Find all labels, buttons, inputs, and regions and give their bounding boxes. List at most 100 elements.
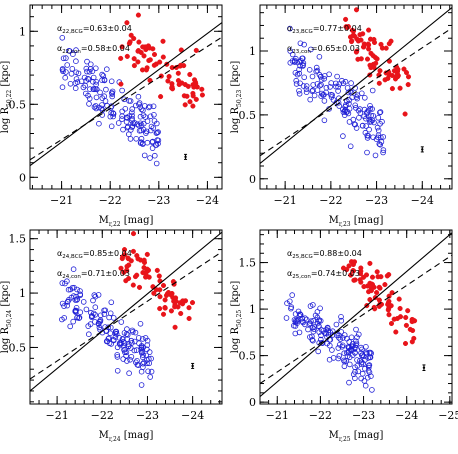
data-point-control [92, 293, 99, 300]
plot-area [30, 231, 222, 392]
data-point-bcg [199, 92, 205, 98]
fit-line-dashed [30, 36, 222, 161]
data-point-control [344, 98, 350, 105]
data-point-control [345, 344, 352, 350]
data-point-control [124, 326, 130, 332]
data-point-control [82, 82, 88, 89]
data-point-control [123, 349, 130, 356]
data-point-control [366, 126, 372, 133]
y-tick-label: 0.5 [239, 109, 257, 122]
slope-annotation: α22,con=0.58±0.04 [57, 44, 130, 55]
data-point-control [154, 137, 161, 143]
x-axis-label: Mr,24 [mag] [99, 430, 154, 443]
data-point-bcg [187, 99, 193, 105]
data-point-bcg [162, 297, 168, 303]
data-point-bcg [352, 277, 358, 283]
data-point-control [321, 98, 328, 104]
y-tick-label: 0 [249, 396, 256, 409]
data-point-bcg [374, 290, 380, 296]
data-point-control [90, 74, 97, 81]
data-point-bcg [182, 102, 188, 108]
data-point-control [68, 294, 75, 301]
data-point-control [113, 328, 120, 335]
data-point-bcg [121, 269, 127, 275]
data-point-bcg [182, 82, 188, 88]
data-point-control [108, 110, 114, 116]
data-point-bcg [190, 103, 196, 109]
data-point-control [60, 55, 67, 62]
data-point-bcg [199, 86, 205, 92]
data-point-bcg [176, 81, 182, 88]
data-point-control [119, 87, 125, 94]
data-point-control [96, 120, 102, 127]
data-point-control [150, 103, 157, 110]
data-point-control [131, 347, 138, 354]
data-point-control [326, 71, 332, 78]
x-tick-label: −21 [50, 194, 73, 207]
data-point-control [313, 64, 320, 71]
data-point-control [62, 74, 68, 81]
plot-area [30, 12, 222, 167]
data-point-control [342, 78, 349, 85]
data-point-control [124, 358, 130, 364]
data-point-control [131, 338, 138, 345]
data-point-control [128, 353, 135, 360]
data-point-control [118, 319, 125, 325]
data-point-control [314, 87, 321, 93]
data-point-control [141, 152, 148, 159]
data-point-control [140, 112, 147, 119]
data-point-control [86, 331, 92, 338]
data-point-control [310, 302, 316, 308]
data-point-bcg [124, 20, 130, 26]
data-point-control [149, 145, 156, 151]
data-point-control [63, 69, 69, 75]
data-point-bcg [193, 47, 199, 53]
data-point-control [327, 329, 334, 336]
data-point-bcg [377, 68, 383, 74]
data-point-control [73, 309, 79, 315]
data-point-control [341, 332, 348, 338]
data-point-control [345, 110, 352, 117]
data-point-control [86, 69, 93, 75]
data-point-control [93, 79, 99, 85]
data-point-control [333, 83, 339, 90]
data-point-control [133, 136, 140, 142]
data-point-control [363, 349, 370, 356]
data-point-bcg [151, 51, 158, 58]
data-point-control [356, 115, 362, 121]
data-point-control [307, 96, 314, 103]
data-point-bcg [169, 86, 176, 92]
data-point-control [319, 339, 325, 346]
data-point-bcg [128, 32, 134, 38]
data-point-bcg [366, 46, 372, 52]
data-point-bcg [136, 39, 142, 45]
panel-3: −21 −22 −23 −24 0.5 1 1.5 Mr,24 [mag] log R50,24… [0, 229, 223, 443]
data-point-control [77, 288, 83, 294]
data-point-control [67, 81, 74, 87]
data-point-control [340, 335, 346, 341]
data-point-control [297, 312, 304, 318]
data-point-bcg [180, 298, 186, 304]
axes-frame [259, 229, 453, 405]
data-point-control [317, 82, 323, 89]
data-point-control [296, 70, 303, 77]
data-point-control [119, 113, 125, 119]
data-point-control [149, 139, 156, 145]
data-point-bcg [123, 278, 129, 284]
data-point-control [59, 84, 66, 90]
slope-annotation: α22,BCG=0.63±0.04 [57, 24, 132, 35]
x-tick-label: −24 [411, 194, 434, 207]
panel-1: −21 −22 −23 −24 0 0.5 1 Mr,22 [mag] log R50,22 [… [0, 4, 223, 228]
data-point-control [309, 73, 316, 80]
data-point-control [368, 373, 374, 380]
data-point-control [74, 286, 80, 293]
data-point-control [104, 66, 110, 72]
data-point-control [61, 303, 67, 309]
axes-frame [259, 4, 453, 190]
data-point-control [59, 316, 65, 323]
data-point-control [68, 71, 75, 77]
data-point-control [297, 63, 303, 69]
data-point-control [353, 326, 359, 333]
data-point-control [347, 88, 354, 95]
data-point-control [129, 112, 135, 119]
